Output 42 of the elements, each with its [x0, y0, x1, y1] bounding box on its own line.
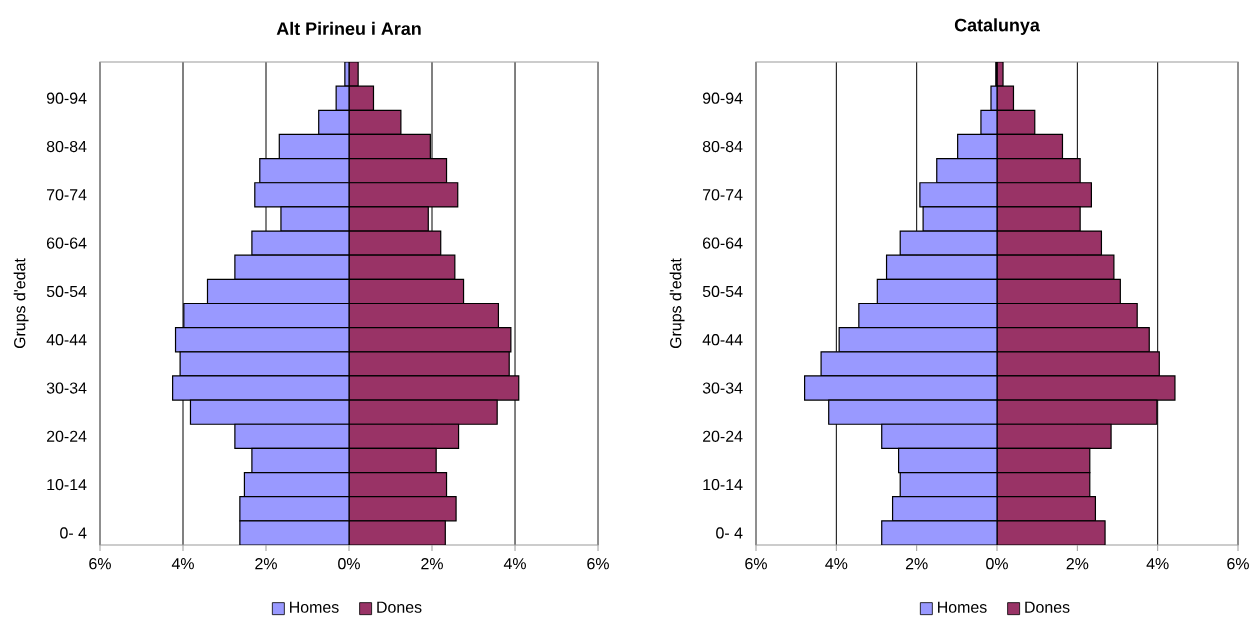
x-tick-label: 6% [1227, 558, 1249, 570]
y-tick-label: 70-74 [703, 189, 743, 201]
y-tick-label: 70-74 [47, 189, 87, 201]
y-tick-label: 30-34 [46, 382, 87, 394]
x-tick-label: 0% [986, 558, 1008, 570]
x-tick-label: 6% [745, 558, 767, 570]
x-tick-label: 0% [338, 558, 360, 570]
y-axis-title: Grups d'edat [669, 258, 685, 349]
chart-title: Alt Pirineu i Aran [276, 21, 421, 36]
legend-label: Dones [1025, 601, 1070, 613]
x-tick-label: 4% [503, 558, 526, 570]
y-tick-label: 90-94 [46, 92, 87, 104]
legend-label: Homes [938, 601, 987, 613]
y-tick-label: 10-14 [703, 478, 743, 491]
x-tick-label: 6% [89, 558, 111, 570]
y-tick-label: 0- 4 [716, 527, 743, 539]
y-tick-label: 40-44 [46, 334, 87, 346]
y-tick-label: 30-34 [702, 382, 743, 394]
legend-label: Dones [377, 601, 422, 613]
y-tick-label: 20-24 [703, 430, 743, 442]
x-tick-label: 4% [1146, 558, 1169, 570]
x-tick-label: 4% [825, 558, 848, 570]
y-tick-label: 90-94 [702, 92, 743, 104]
y-tick-label: 60-64 [703, 237, 743, 249]
x-tick-label: 2% [421, 558, 443, 570]
y-tick-label: 20-24 [47, 430, 87, 442]
y-tick-label: 50-54 [702, 285, 743, 298]
chart-title: Catalunya [954, 18, 1040, 35]
x-tick-label: 4% [171, 558, 194, 570]
y-tick-label: 0- 4 [60, 527, 87, 539]
y-tick-label: 50-54 [46, 285, 87, 298]
y-tick-label: 40-44 [702, 334, 743, 346]
x-tick-label: 6% [587, 558, 609, 570]
x-tick-label: 2% [1066, 558, 1089, 570]
y-tick-label: 80-84 [46, 140, 87, 153]
x-tick-label: 2% [905, 558, 928, 570]
y-axis-title: Grups d'edat [13, 258, 29, 349]
y-tick-label: 60-64 [47, 237, 87, 249]
y-tick-label: 80-84 [702, 140, 743, 153]
x-tick-label: 2% [255, 558, 277, 570]
y-tick-label: 10-14 [47, 478, 87, 491]
legend-label: Homes [290, 601, 339, 613]
